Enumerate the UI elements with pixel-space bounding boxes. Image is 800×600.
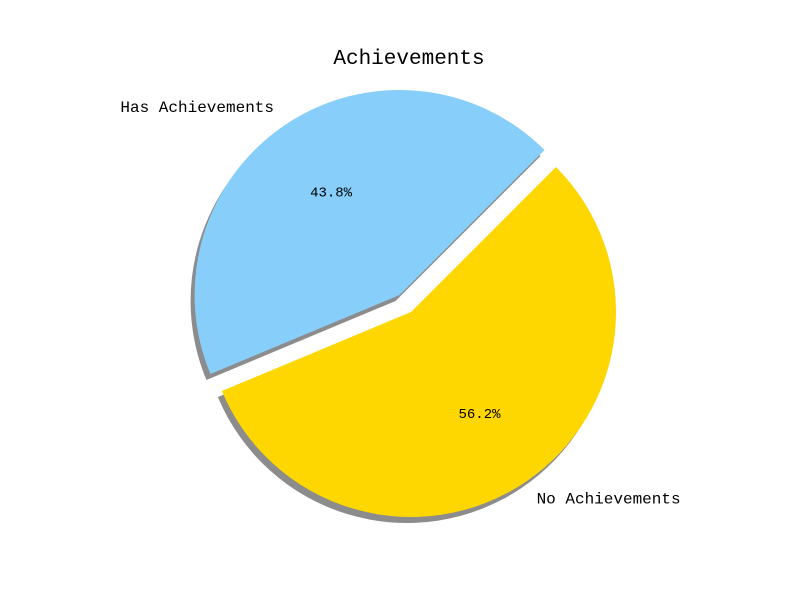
pie-slice-has-achievements bbox=[194, 89, 545, 375]
pie-labels: Has Achievements 43.8% No Achievements 56.2… bbox=[120, 99, 680, 509]
pie-slice-no-achievements bbox=[221, 167, 616, 518]
slice-label-has-achievements: Has Achievements bbox=[120, 99, 274, 117]
slice-label-no-achievements: No Achievements bbox=[537, 491, 681, 509]
slice-percent-no-achievements: 56.2% bbox=[458, 407, 501, 423]
chart-title: Achievements bbox=[333, 48, 484, 71]
pie-slices bbox=[194, 89, 616, 518]
slice-percent-has-achievements: 43.8% bbox=[310, 186, 353, 202]
